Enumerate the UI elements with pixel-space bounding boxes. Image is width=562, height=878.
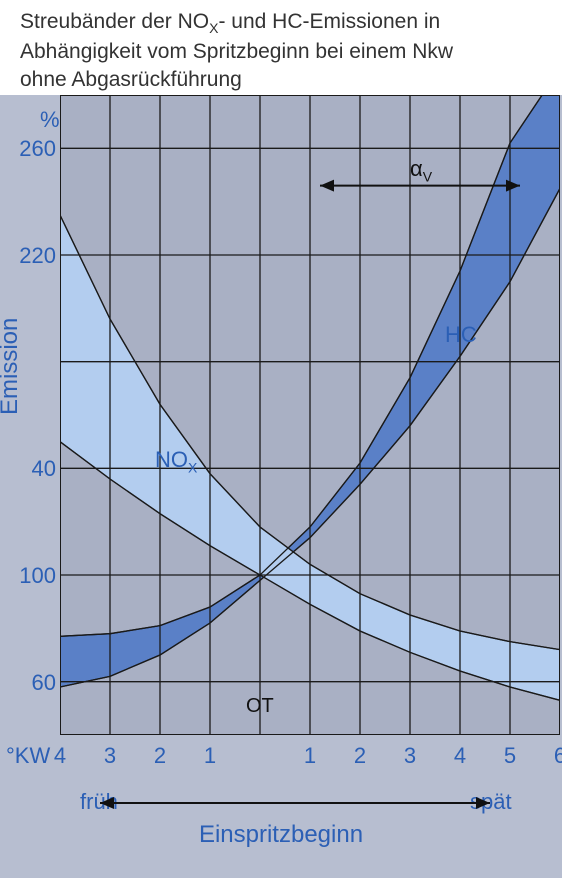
y-tick: 220 (6, 243, 56, 269)
x-tick: 4 (440, 743, 480, 769)
x-tick: 3 (90, 743, 130, 769)
chart-title: Streubänder der NOX- und HC-Emissionen i… (0, 0, 562, 99)
series-label-hc: HC (445, 322, 477, 348)
x-tick: 4 (40, 743, 80, 769)
x-tick: 2 (140, 743, 180, 769)
y-axis-label: Emission (0, 318, 24, 415)
y-tick: 40 (6, 456, 56, 482)
x-tick: 5 (490, 743, 530, 769)
y-tick: 60 (6, 670, 56, 696)
x-tick: 1 (190, 743, 230, 769)
x-axis-label: Einspritzbeginn (0, 821, 562, 849)
x-tick: 2 (340, 743, 380, 769)
series-label-nox: NOX (155, 447, 197, 475)
x-tick: 3 (390, 743, 430, 769)
center-label-ot: OT (246, 695, 274, 718)
alpha-v-annotation: αV (410, 156, 432, 184)
y-tick: 260 (6, 136, 56, 162)
y-unit: % (40, 107, 60, 133)
reference-code: ⊕ UMK0796-2D (0, 215, 1, 315)
x-tick: 6 (540, 743, 562, 769)
plot-svg (60, 95, 560, 735)
direction-arrow (60, 789, 560, 819)
plot-region (60, 95, 560, 735)
chart-area: ⊕ UMK0796-2D % Emission OT αV NOX HC °KW… (0, 95, 562, 878)
y-tick: 100 (6, 563, 56, 589)
x-tick: 1 (290, 743, 330, 769)
